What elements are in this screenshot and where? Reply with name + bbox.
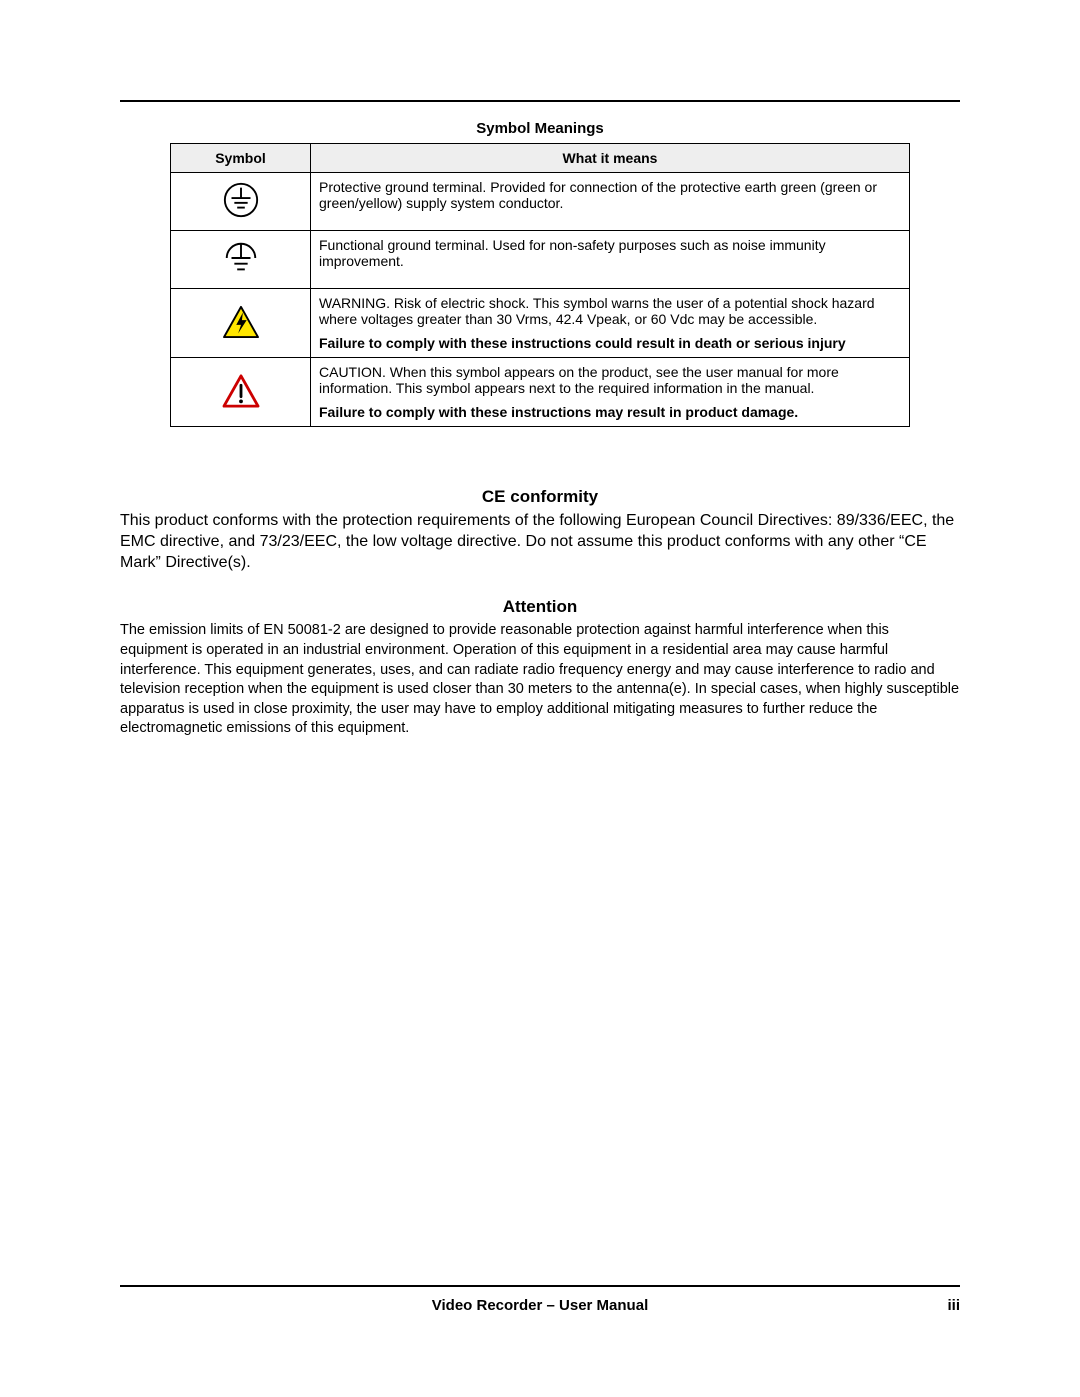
- attention-body: The emission limits of EN 50081-2 are de…: [120, 621, 960, 738]
- page: Symbol Meanings Symbol What it means: [0, 0, 1080, 1397]
- meaning-cell: Functional ground terminal. Used for non…: [311, 231, 910, 289]
- table-row: Protective ground terminal. Provided for…: [171, 173, 910, 231]
- meaning-text: CAUTION. When this symbol appears on the…: [319, 364, 839, 396]
- meaning-text: Protective ground terminal. Provided for…: [319, 179, 877, 211]
- caution-icon: [222, 374, 260, 408]
- attention-heading: Attention: [120, 597, 960, 617]
- page-footer: Video Recorder – User Manual iii: [120, 1285, 960, 1317]
- warning-shock-icon: [222, 305, 260, 339]
- symbol-cell: [171, 173, 311, 231]
- ce-conformity-heading: CE conformity: [120, 487, 960, 507]
- header-symbol: Symbol: [171, 144, 311, 173]
- footer-rule: [120, 1285, 960, 1287]
- footer-page-number: iii: [947, 1297, 960, 1314]
- top-rule: [120, 100, 960, 102]
- table-row: Functional ground terminal. Used for non…: [171, 231, 910, 289]
- meaning-cell: CAUTION. When this symbol appears on the…: [311, 358, 910, 427]
- failure-text: Failure to comply with these instruction…: [319, 335, 901, 351]
- table-header-row: Symbol What it means: [171, 144, 910, 173]
- footer-title: Video Recorder – User Manual: [120, 1297, 960, 1314]
- ce-conformity-body: This product conforms with the protectio…: [120, 511, 960, 573]
- table-row: WARNING. Risk of electric shock. This sy…: [171, 289, 910, 358]
- symbol-cell: [171, 289, 311, 358]
- header-meaning: What it means: [311, 144, 910, 173]
- symbols-table: Symbol What it means Protective groun: [170, 143, 910, 427]
- failure-text: Failure to comply with these instruction…: [319, 404, 901, 420]
- symbol-cell: [171, 358, 311, 427]
- symbol-cell: [171, 231, 311, 289]
- functional-ground-icon: [222, 239, 260, 277]
- protective-ground-icon: [222, 181, 260, 219]
- table-row: CAUTION. When this symbol appears on the…: [171, 358, 910, 427]
- meaning-text: WARNING. Risk of electric shock. This sy…: [319, 295, 875, 327]
- meaning-cell: Protective ground terminal. Provided for…: [311, 173, 910, 231]
- table-title: Symbol Meanings: [120, 120, 960, 137]
- meaning-cell: WARNING. Risk of electric shock. This sy…: [311, 289, 910, 358]
- meaning-text: Functional ground terminal. Used for non…: [319, 237, 826, 269]
